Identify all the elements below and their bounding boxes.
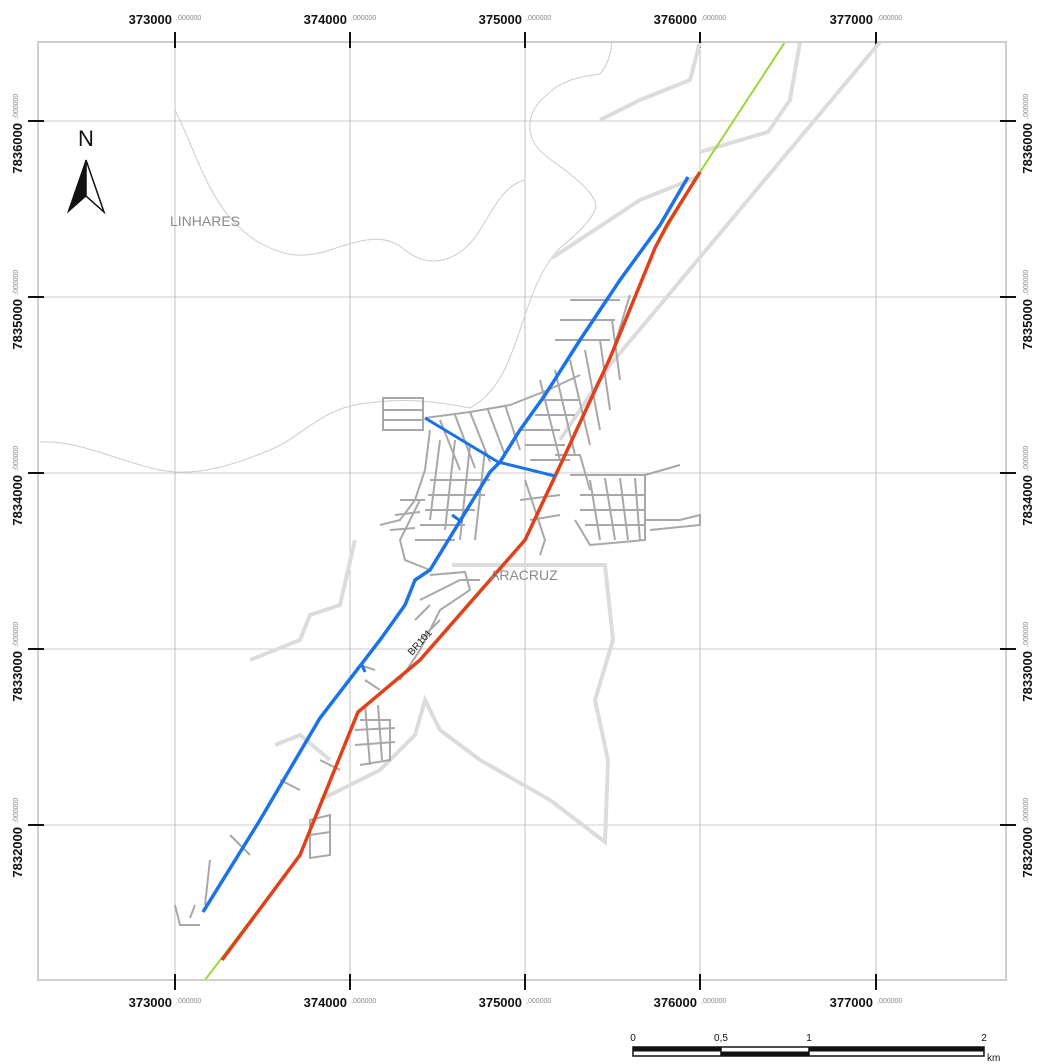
- x-tick-label-375000: 375000: [479, 995, 522, 1010]
- y-axis-labels-left: 7836000 ,000000 7835000 ,000000 7834000 …: [10, 94, 25, 878]
- y-axis-labels-right: 7836000 ,000000 7835000 ,000000 7834000 …: [1020, 94, 1035, 878]
- y-tick-label-7833000: 7833000: [10, 651, 25, 702]
- y-tick-decimal: ,000000: [1023, 622, 1030, 647]
- grid-lines: [38, 42, 1006, 980]
- y-tick-label-7834000: 7834000: [10, 475, 25, 526]
- x-tick-label-376000: 376000: [654, 12, 697, 27]
- y-tick-decimal: ,000000: [13, 798, 20, 823]
- y-tick-label-7834000: 7834000: [1020, 475, 1035, 526]
- y-tick-decimal: ,000000: [13, 270, 20, 295]
- x-tick-label-375000: 375000: [479, 12, 522, 27]
- y-tick-label-7832000: 7832000: [10, 827, 25, 878]
- x-tick-decimal: ,000000: [877, 15, 902, 22]
- y-tick-label-7833000: 7833000: [1020, 651, 1035, 702]
- x-tick-label-373000: 373000: [129, 12, 172, 27]
- x-tick-label-373000: 373000: [129, 995, 172, 1010]
- y-tick-decimal: ,000000: [1023, 94, 1030, 119]
- y-tick-decimal: ,000000: [1023, 446, 1030, 471]
- x-tick-label-374000: 374000: [304, 12, 347, 27]
- north-arrow-icon: [85, 159, 106, 215]
- y-tick-decimal: ,000000: [1023, 798, 1030, 823]
- x-tick-decimal: ,000000: [351, 15, 376, 22]
- map-frame: [37, 41, 1007, 981]
- red-route-line: [220, 171, 702, 962]
- x-tick-decimal: ,000000: [877, 998, 902, 1005]
- x-tick-decimal: ,000000: [351, 998, 376, 1005]
- y-tick-label-7836000: 7836000: [1020, 123, 1035, 174]
- scale-label-1: 1: [806, 1033, 812, 1044]
- x-tick-label-374000: 374000: [304, 995, 347, 1010]
- x-tick-label-377000: 377000: [830, 12, 873, 27]
- x-tick-decimal: ,000000: [526, 998, 551, 1005]
- scale-label-0-5: 0,5: [714, 1033, 728, 1044]
- y-tick-label-7835000: 7835000: [1020, 299, 1035, 350]
- x-tick-decimal: ,000000: [701, 998, 726, 1005]
- blue-route-line: [201, 176, 690, 913]
- y-tick-decimal: ,000000: [1023, 270, 1030, 295]
- place-label-linhares: LINHARES: [170, 213, 240, 229]
- scale-bar: 0 0,5 1 2 km: [630, 1033, 1000, 1064]
- x-tick-label-376000: 376000: [654, 995, 697, 1010]
- x-tick-decimal: ,000000: [526, 15, 551, 22]
- y-tick-decimal: ,000000: [13, 94, 20, 119]
- x-tick-decimal: ,000000: [176, 998, 201, 1005]
- north-arrow: N: [66, 126, 106, 215]
- x-tick-decimal: ,000000: [176, 15, 201, 22]
- scale-unit: km: [987, 1053, 1000, 1064]
- y-tick-label-7835000: 7835000: [10, 299, 25, 350]
- north-label: N: [78, 126, 94, 151]
- y-tick-label-7836000: 7836000: [10, 123, 25, 174]
- x-tick-label-377000: 377000: [830, 995, 873, 1010]
- place-label-aracruz: ARACRUZ: [490, 567, 558, 583]
- y-tick-decimal: ,000000: [13, 446, 20, 471]
- x-axis-labels-bottom: 373000 ,000000 374000 ,000000 375000 ,00…: [129, 995, 903, 1010]
- x-axis-labels-top: 373000 ,000000 374000 ,000000 375000 ,00…: [129, 12, 903, 27]
- scale-label-2: 2: [981, 1033, 987, 1044]
- blue-route-spur: [360, 513, 463, 673]
- y-tick-decimal: ,000000: [13, 622, 20, 647]
- y-tick-label-7832000: 7832000: [1020, 827, 1035, 878]
- boundary-upper-line: [174, 109, 526, 262]
- river-line: [39, 43, 613, 473]
- blue-route-branch: [424, 416, 556, 478]
- x-tick-decimal: ,000000: [701, 15, 726, 22]
- scale-label-0: 0: [630, 1033, 636, 1044]
